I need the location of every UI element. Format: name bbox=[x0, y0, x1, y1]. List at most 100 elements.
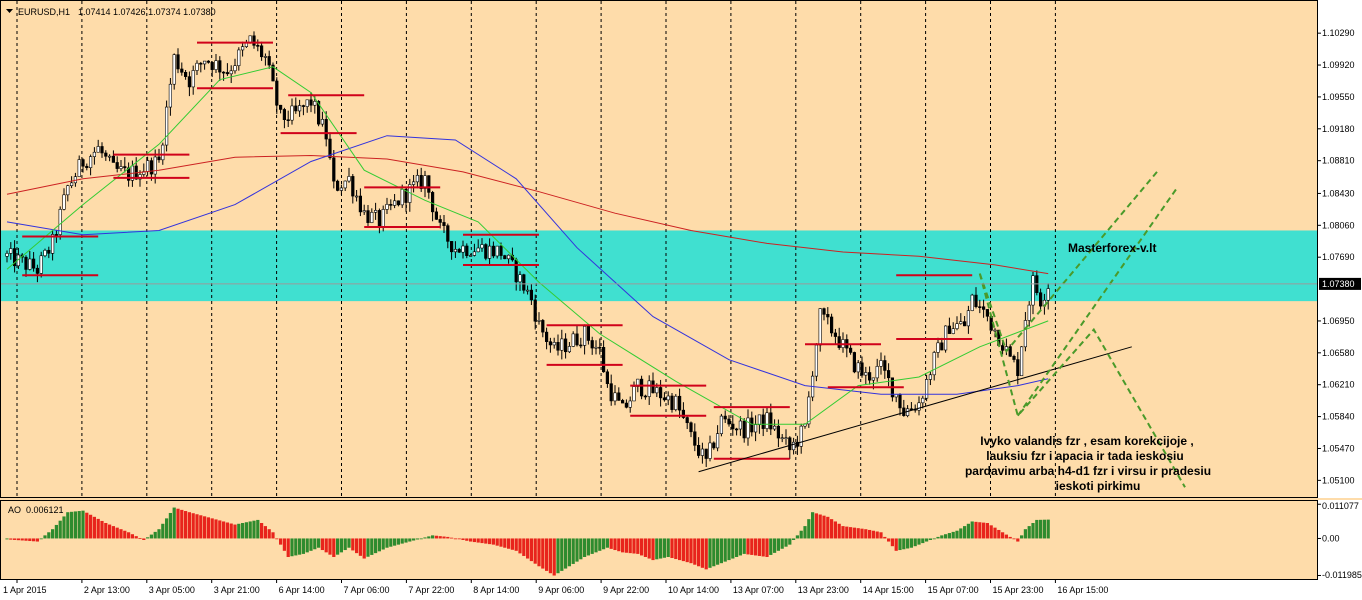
ao-bar bbox=[111, 526, 115, 539]
ao-bar bbox=[434, 535, 438, 539]
ao-bar bbox=[586, 538, 590, 556]
ao-bar bbox=[92, 516, 96, 539]
ao-bar bbox=[902, 538, 906, 550]
candle-body bbox=[928, 374, 932, 380]
time-tick-label: 9 Apr 22:00 bbox=[603, 585, 649, 595]
ao-bar bbox=[780, 538, 784, 549]
candle-body bbox=[529, 289, 533, 301]
ao-bar bbox=[206, 517, 210, 539]
candle-body bbox=[556, 342, 560, 351]
ao-label: AO bbox=[8, 505, 21, 515]
candle-body bbox=[218, 60, 222, 73]
candle-body bbox=[301, 105, 306, 107]
ao-bar bbox=[24, 538, 28, 541]
candle-body bbox=[168, 83, 173, 108]
candle-body bbox=[241, 46, 245, 51]
price-tick-label: 1.09550 bbox=[1322, 92, 1355, 102]
candle-body bbox=[176, 54, 180, 70]
candle-body bbox=[723, 415, 727, 420]
price-tick-label: 1.09920 bbox=[1322, 60, 1355, 70]
time-tick-label: 1 Apr 2015 bbox=[3, 585, 47, 595]
candle-body bbox=[974, 294, 978, 307]
candle-body bbox=[1016, 359, 1020, 377]
ao-bar bbox=[537, 538, 541, 567]
ao-bar bbox=[127, 532, 131, 539]
ao-bar bbox=[381, 538, 385, 550]
ao-bar bbox=[96, 518, 100, 539]
ao-bar bbox=[134, 536, 138, 539]
candle-body bbox=[203, 60, 207, 65]
ao-bar bbox=[271, 532, 275, 539]
candle-body bbox=[522, 274, 526, 291]
candle-body bbox=[685, 417, 689, 424]
ao-bar bbox=[609, 538, 613, 549]
ao-bar bbox=[818, 514, 822, 539]
ao-bar bbox=[590, 538, 594, 554]
ao-bar bbox=[453, 538, 457, 540]
price-tick-label: 1.06210 bbox=[1322, 380, 1355, 390]
ao-bar bbox=[985, 523, 989, 539]
ao-bar bbox=[442, 536, 446, 539]
candle-body bbox=[43, 249, 47, 257]
ao-bar bbox=[917, 538, 921, 545]
candle-body bbox=[715, 433, 720, 449]
ao-bar bbox=[624, 538, 628, 553]
ao-bar bbox=[1031, 523, 1035, 539]
candle-body bbox=[77, 159, 81, 177]
ao-bar bbox=[510, 538, 514, 550]
ao-bar bbox=[864, 529, 868, 539]
ao-bar bbox=[761, 538, 765, 557]
ao-bar bbox=[541, 538, 545, 569]
projection-path bbox=[978, 169, 1160, 354]
candle-body bbox=[503, 255, 507, 260]
candle-body bbox=[734, 428, 739, 431]
ao-bar bbox=[788, 538, 792, 545]
ao-bar bbox=[746, 538, 750, 555]
ao-bar bbox=[556, 538, 560, 574]
candle-body bbox=[936, 342, 940, 353]
candle-body bbox=[594, 346, 598, 349]
ao-indicator-panel[interactable]: AO 0.006121 bbox=[0, 500, 1318, 580]
ao-bar bbox=[89, 514, 93, 539]
candle-body bbox=[696, 445, 701, 456]
ao-bar bbox=[377, 538, 381, 552]
candle-body bbox=[598, 346, 602, 349]
ao-bar bbox=[750, 538, 754, 555]
candle-body bbox=[354, 195, 359, 198]
ao-bar bbox=[282, 538, 286, 551]
ao-bar bbox=[792, 538, 796, 540]
ao-bar bbox=[795, 535, 799, 539]
ao-bar bbox=[621, 538, 625, 553]
candle-body bbox=[396, 200, 401, 206]
ao-bar bbox=[408, 538, 412, 542]
candle-body bbox=[305, 99, 309, 107]
ao-bar bbox=[446, 536, 450, 539]
ao-bar bbox=[890, 538, 894, 547]
time-tick-label: 7 Apr 06:00 bbox=[344, 585, 390, 595]
candle-body bbox=[54, 234, 58, 236]
candle-body bbox=[13, 248, 17, 267]
candle-body bbox=[419, 175, 423, 189]
candle-body bbox=[50, 234, 55, 254]
ao-bar bbox=[643, 538, 647, 557]
ohlc-values: 1.07414 1.07426 1.07374 1.07380 bbox=[78, 7, 216, 17]
ao-bar bbox=[252, 520, 256, 539]
ao-bar bbox=[708, 538, 712, 568]
ao-bar bbox=[909, 538, 913, 548]
candle-body bbox=[389, 204, 393, 206]
ao-bar bbox=[966, 523, 970, 539]
ao-bar bbox=[932, 538, 936, 540]
ao-bar bbox=[662, 538, 666, 558]
ao-bar bbox=[461, 538, 465, 540]
ao-bar bbox=[85, 512, 89, 539]
ao-bar bbox=[149, 534, 153, 539]
price-tick-label: 1.09180 bbox=[1322, 124, 1355, 134]
ao-bar bbox=[119, 529, 123, 539]
ao-bar bbox=[803, 526, 807, 539]
candle-body bbox=[761, 414, 765, 429]
ao-bar bbox=[427, 536, 431, 539]
ao-bar bbox=[218, 520, 222, 539]
candle-body bbox=[955, 323, 959, 329]
candle-body bbox=[237, 49, 241, 66]
price-chart[interactable]: EURUSD,H1 1.07414 1.07426 1.07374 1.07380… bbox=[0, 0, 1318, 498]
